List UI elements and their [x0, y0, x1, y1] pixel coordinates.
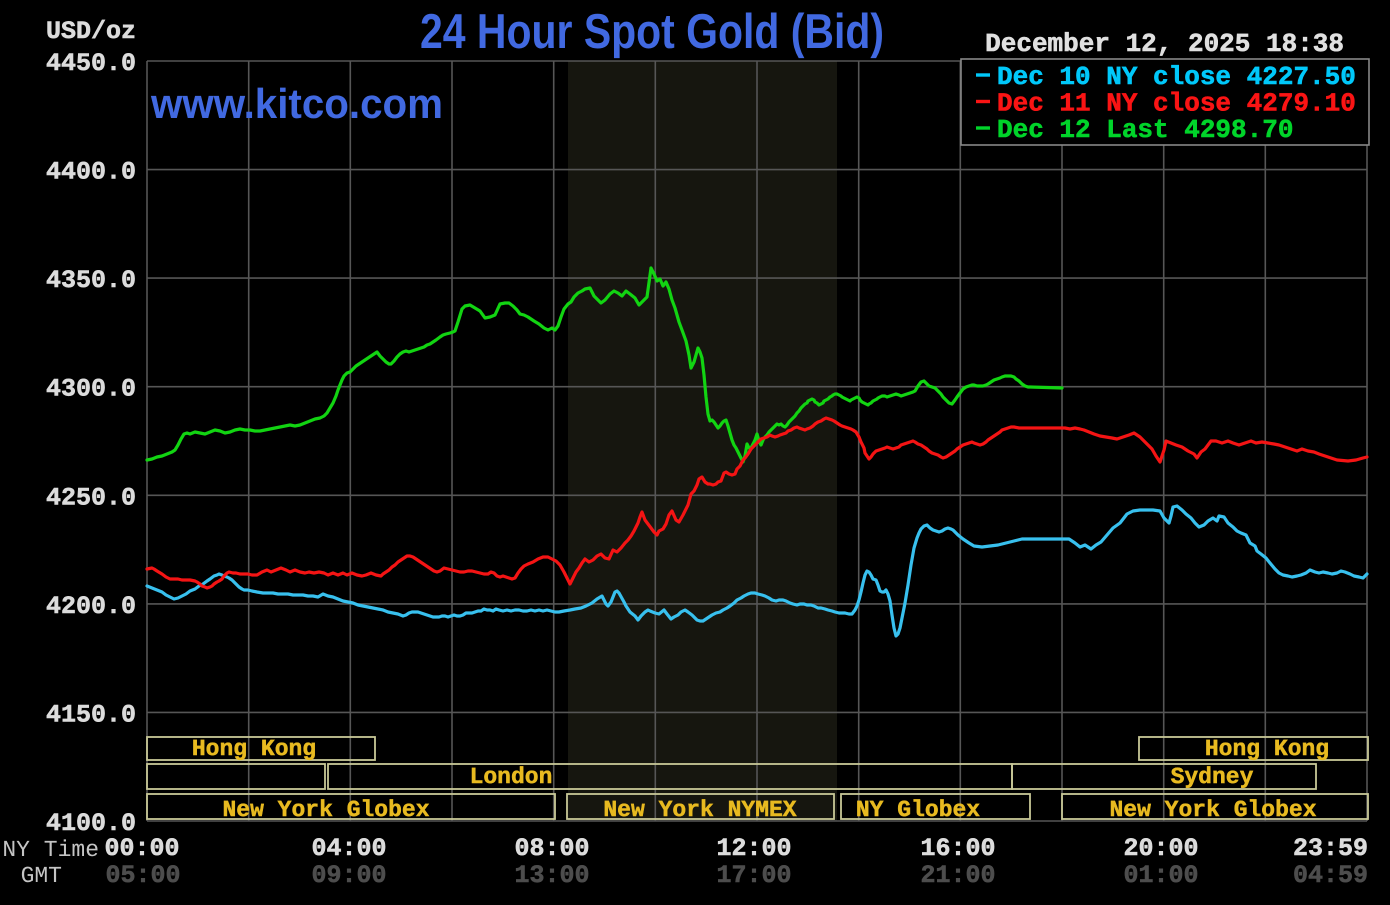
- svg-text:NY Globex: NY Globex: [856, 797, 980, 823]
- svg-text:www.kitco.com: www.kitco.com: [150, 80, 443, 127]
- svg-text:4350.0: 4350.0: [46, 266, 136, 295]
- svg-text:London: London: [470, 764, 553, 790]
- svg-text:24 Hour Spot Gold (Bid): 24 Hour Spot Gold (Bid): [420, 5, 884, 59]
- svg-text:GMT: GMT: [21, 863, 62, 889]
- svg-text:Dec 11 NY close 4279.10: Dec 11 NY close 4279.10: [997, 89, 1356, 119]
- svg-text:21:00: 21:00: [920, 861, 995, 890]
- svg-text:01:00: 01:00: [1123, 861, 1198, 890]
- svg-text:New York Globex: New York Globex: [1109, 797, 1316, 823]
- svg-text:4300.0: 4300.0: [46, 375, 136, 404]
- svg-text:16:00: 16:00: [920, 834, 995, 863]
- svg-text:17:00: 17:00: [716, 861, 791, 890]
- svg-text:4400.0: 4400.0: [46, 158, 136, 187]
- svg-text:13:00: 13:00: [514, 861, 589, 890]
- svg-text:23:59: 23:59: [1293, 834, 1368, 863]
- svg-text:20:00: 20:00: [1123, 834, 1198, 863]
- svg-text:New York NYMEX: New York NYMEX: [603, 797, 796, 823]
- svg-text:NY Time: NY Time: [2, 837, 99, 863]
- svg-text:Sydney: Sydney: [1171, 764, 1254, 790]
- svg-text:4100.0: 4100.0: [46, 809, 136, 838]
- svg-text:04:00: 04:00: [311, 834, 386, 863]
- svg-text:USD/oz: USD/oz: [46, 17, 136, 46]
- svg-text:4150.0: 4150.0: [46, 700, 136, 729]
- svg-text:08:00: 08:00: [514, 834, 589, 863]
- svg-text:12:00: 12:00: [716, 834, 791, 863]
- svg-text:Dec 10 NY close 4227.50: Dec 10 NY close 4227.50: [997, 62, 1356, 92]
- svg-text:December 12, 2025 18:38: December 12, 2025 18:38: [985, 29, 1344, 59]
- svg-text:09:00: 09:00: [311, 861, 386, 890]
- svg-text:4200.0: 4200.0: [46, 592, 136, 621]
- svg-text:04:59: 04:59: [1293, 861, 1368, 890]
- svg-text:Hong Kong: Hong Kong: [1205, 736, 1329, 762]
- svg-text:00:00: 00:00: [104, 834, 179, 863]
- svg-text:Dec 12 Last 4298.70: Dec 12 Last 4298.70: [997, 115, 1293, 145]
- svg-text:4450.0: 4450.0: [46, 49, 136, 78]
- svg-text:05:00: 05:00: [105, 861, 180, 890]
- svg-text:Hong Kong: Hong Kong: [192, 736, 316, 762]
- svg-text:4250.0: 4250.0: [46, 483, 136, 512]
- svg-text:New York Globex: New York Globex: [222, 797, 429, 823]
